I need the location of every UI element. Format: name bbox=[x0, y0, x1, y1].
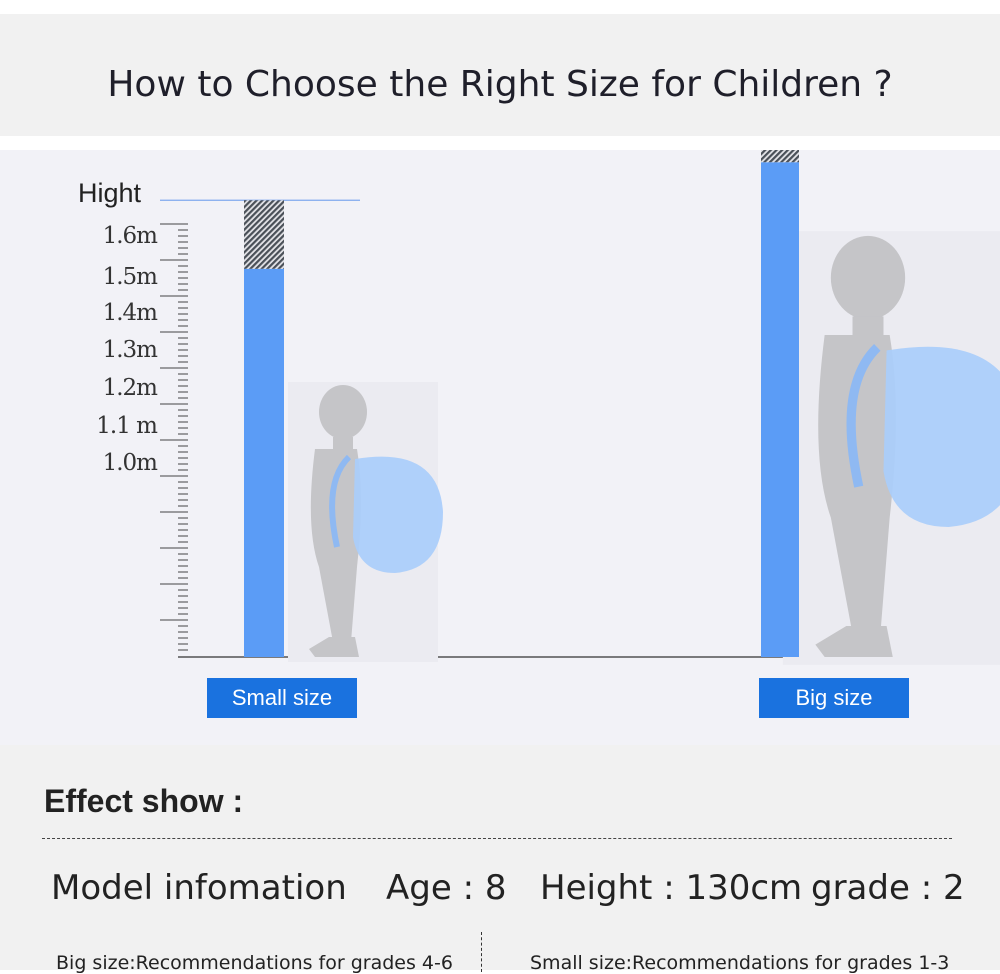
figure-neck bbox=[333, 437, 353, 451]
y-tick-label: 1.1 m bbox=[96, 413, 158, 439]
y-tick-label: 1.4m bbox=[103, 300, 159, 326]
y-tick-label: 1.0m bbox=[103, 450, 159, 476]
backpack bbox=[883, 346, 1000, 527]
y-tick-label: 1.6m bbox=[103, 223, 159, 249]
big-child-figure bbox=[782, 231, 1000, 665]
size-chart: Hight 1.6m 1.5m 1.4m 1.3m 1.2m 1.1 m 1.0m Small… bbox=[0, 150, 1000, 745]
effect-section: Effect show : Model infomation Age : 8 H… bbox=[0, 745, 1000, 974]
small-size-button[interactable]: Small size bbox=[207, 678, 357, 718]
model-age: Age : 8 bbox=[386, 868, 507, 908]
figure-feet bbox=[815, 626, 893, 657]
big-size-recommendation: Big size:Recommendations for grades 4-6 bbox=[56, 952, 453, 974]
header-band: How to Choose the Right Size for Childre… bbox=[0, 14, 1000, 136]
model-grade: grade : 2 bbox=[811, 868, 965, 908]
y-tick-label: 1.5m bbox=[103, 264, 159, 290]
bar-base bbox=[244, 268, 284, 657]
small-size-recommendation: Small size:Recommendations for grades 1-… bbox=[530, 952, 950, 974]
backpack-strap bbox=[846, 344, 881, 488]
backpack-strap bbox=[329, 454, 352, 548]
figure-neck bbox=[852, 316, 884, 339]
big-size-button[interactable]: Big size bbox=[759, 678, 909, 718]
model-height: Height : 130cm bbox=[540, 868, 803, 908]
figure-head bbox=[830, 235, 906, 320]
figure-feet bbox=[309, 637, 359, 657]
small-child-figure bbox=[288, 382, 443, 662]
page-title: How to Choose the Right Size for Childre… bbox=[107, 64, 893, 105]
backpack bbox=[353, 456, 443, 573]
figure-head bbox=[319, 385, 367, 439]
y-tick-label: 1.3m bbox=[103, 337, 159, 363]
y-axis-title: Hight bbox=[78, 178, 142, 208]
recommendation-divider bbox=[481, 932, 482, 972]
y-tick-label: 1.2m bbox=[103, 375, 159, 401]
size-chart-svg: Hight 1.6m 1.5m 1.4m 1.3m 1.2m 1.1 m 1.0m bbox=[78, 150, 1000, 665]
dotted-divider bbox=[42, 838, 952, 839]
model-label: Model infomation bbox=[51, 868, 347, 908]
bar-base bbox=[761, 162, 799, 657]
effect-title: Effect show : bbox=[44, 783, 244, 819]
bar-hatched-segment bbox=[761, 150, 799, 163]
bar-hatched-segment bbox=[244, 200, 284, 269]
